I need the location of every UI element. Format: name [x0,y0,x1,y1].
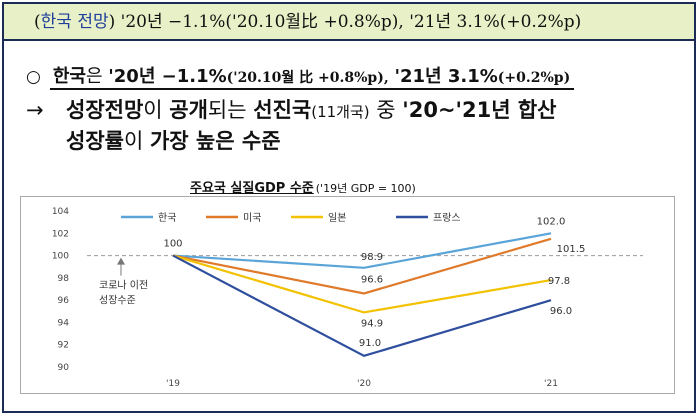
header-summary: ) '20년 −1.1%('20.10월比 +0.8%p), '21년 3.1%… [108,12,582,32]
legend-label: 일본 [328,212,346,224]
statement-p1: 성장전망 [66,98,144,122]
data-label: 97.8 [548,276,570,287]
data-label: 96.6 [361,274,383,285]
statement-p6: (11개국) [311,103,370,121]
arrow-icon: → [26,98,44,122]
chart-title-sub: ('19년 GDP = 100) [315,182,416,195]
statement-p2: 이 [143,98,170,122]
series-line [172,237,552,295]
y-tick-label: 102 [52,229,69,239]
y-tick-label: 100 [52,252,69,262]
statement-block: → 성장전망이 공개되는 선진국(11개국) 중 '20~'21년 합산 성장률이… [26,96,556,156]
data-label: 98.9 [361,252,383,263]
y-tick-label: 96 [58,296,70,306]
statement-p7: 중 [369,98,403,122]
data-label: 96.0 [550,306,572,317]
data-label: 91.0 [359,338,381,349]
data-label: 100 [163,239,182,250]
header-topic: 한국 전망 [40,12,109,32]
x-tick-label: '21 [544,379,558,389]
series-line [172,232,552,269]
statement-line-2: 성장률이 가장 높은 수준 [26,127,556,156]
baseline-arrow-head-icon [117,257,125,265]
y-tick-label: 98 [58,274,70,284]
statement-p10: 이 [123,129,150,153]
bullet-2021-growth: '21년 3.1% [394,66,498,87]
statement-line-1: → 성장전망이 공개되는 선진국(11개국) 중 '20~'21년 합산 [26,96,556,127]
chart-title: 주요국 실질GDP 수준 ('19년 GDP = 100) [190,177,416,196]
data-label: 94.9 [361,318,383,329]
legend-label: 한국 [158,212,176,224]
content-frame: (한국 전망) '20년 −1.1%('20.10월比 +0.8%p), '21… [2,2,696,413]
y-tick-label: 90 [58,363,70,373]
statement-p11: 가장 높은 수준 [149,129,281,153]
header-banner: (한국 전망) '20년 −1.1%('20.10월比 +0.8%p), '21… [4,4,694,41]
bullet-2020-growth: '20년 −1.1% [108,66,227,87]
x-tick-label: '20 [357,379,371,389]
bullet-particle: 은 [85,66,103,87]
y-tick-label: 92 [58,341,69,351]
series-line [172,254,552,358]
statement-p5: 선진국 [253,98,312,122]
y-tick-label: 94 [58,318,70,328]
statement-p8: '20~'21년 합산 [402,98,557,122]
header-prefix: ( [34,12,41,32]
legend-label: 프랑스 [433,212,461,224]
summary-bullet: ○ 한국은 '20년 −1.1%('20.10월 比 +0.8%p), '21년 … [26,62,575,90]
y-tick-label: 104 [52,207,69,217]
data-label: 102.0 [537,216,566,227]
chart-title-main: 주요국 실질GDP 수준 [190,181,314,196]
bullet-underline [50,88,575,90]
bullet-marker: ○ [26,67,41,87]
legend-label: 미국 [243,212,261,224]
statement-p4: 되는 [207,98,254,122]
x-tick-label: '19 [166,379,180,389]
series-line [172,254,552,314]
baseline-note-line-2: 성장수준 [99,295,136,307]
data-label: 101.5 [557,244,586,255]
baseline-note-line-1: 코로나 이전 [99,280,148,292]
statement-p3: 공개 [169,98,208,122]
bullet-2020-detail: ('20.10월 比 +0.8%p), [226,70,389,86]
statement-p9: 성장률 [66,129,124,153]
bullet-2021-detail: (+0.2%p) [497,70,571,86]
bullet-subject: 한국 [52,66,86,87]
